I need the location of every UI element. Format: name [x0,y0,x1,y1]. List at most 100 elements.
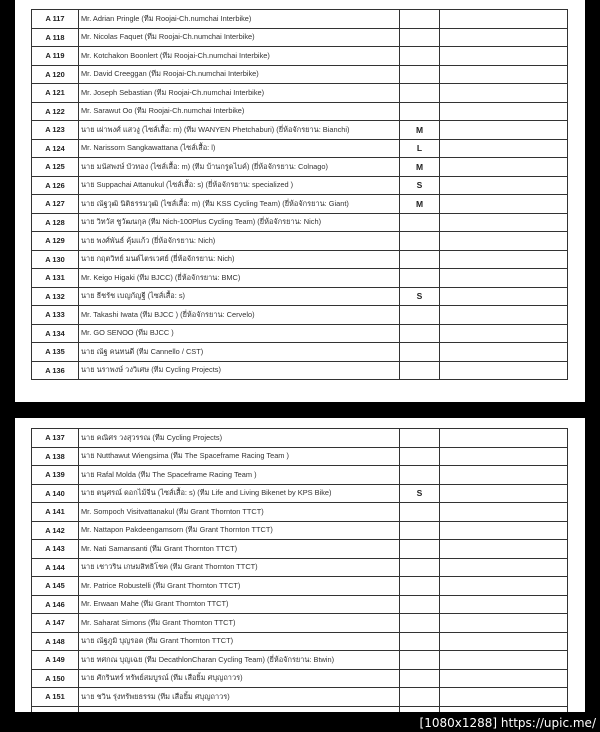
participant-name: นาย Nutthawut Wiengsima (ทีม The Spacefr… [78,446,400,466]
table-row: A 148 นาย ณัฐภูมิ บุญรอด (ทีม Grant Thorn… [31,631,568,651]
empty-cell [439,520,568,540]
empty-cell [439,539,568,559]
shirt-size [399,428,440,448]
table-row: A 124 Mr. Narissorn Sangkawattana (ไซส์เส… [31,138,568,158]
row-id: A 126 [31,175,79,195]
empty-cell [439,446,568,466]
row-id: A 127 [31,194,79,214]
upic-watermark: [1080x1288] https://upic.me/ [419,716,596,730]
participant-name: Mr. Adrian Pringle (ทีม Roojai-Ch.numcha… [78,9,400,29]
table-row: A 118 Mr. Nicolas Faquet (ทีม Roojai-Ch.n… [31,27,568,47]
participant-name: Mr. Keigo Higaki (ทีม BJCC) (ยี่ห้อจักรย… [78,268,400,288]
table-row: A 144 นาย เชาวริน เกษมสิทธิโชค (ทีม Grant… [31,557,568,577]
empty-cell [439,650,568,670]
empty-cell [439,138,568,158]
empty-cell [439,305,568,325]
shirt-size [399,342,440,362]
table-row: A 129 นาย พงศ์พันธ์ คุ้มแก้ว (ยี่ห้อจักรย… [31,231,568,251]
participant-name: นาย กฤตวิทย์ มนต์ไตรเวศย์ (ยี่ห้อจักรยาน… [78,249,400,269]
participant-name: นาย ชวิน รุ่งทรัพยธรรม (ทีม เสือยิ้ม ศบุ… [78,687,400,707]
table-row: A 140 นาย ตนุศรณ์ ดอกไม้จีน (ไซส์เสื้อ: s… [31,483,568,503]
participant-name: Mr. Sompoch Visitvattanakul (ทีม Grant T… [78,502,400,522]
shirt-size [399,502,440,522]
empty-cell [439,502,568,522]
table-row: A 117 Mr. Adrian Pringle (ทีม Roojai-Ch.n… [31,9,568,29]
table-row: A 123 นาย เผ่าพงศ์ แสวงู (ไซส์เสื้อ: m) (… [31,120,568,140]
shirt-size [399,27,440,47]
shirt-size [399,46,440,66]
table-row: A 121 Mr. Joseph Sebastian (ทีม Roojai-Ch… [31,83,568,103]
table-row: A 133 Mr. Takashi Iwata (ทีม BJCC ) (ยี่ห… [31,305,568,325]
shirt-size [399,268,440,288]
table-row: A 135 นาย ณัฐ คนทนดี (ทีม Cannello / CST) [31,342,568,362]
shirt-size: M [399,120,440,140]
table-row: A 132 นาย ธีชรัช เบญกัญฐี (ไซส์เสื้อ: s) S [31,286,568,306]
participant-name: Mr. GO SENOO (ทีม BJCC ) [78,323,400,343]
empty-cell [439,631,568,651]
shirt-size [399,101,440,121]
empty-cell [439,249,568,269]
row-id: A 136 [31,360,79,380]
participant-name: Mr. Saharat Simons (ทีม Grant Thornton T… [78,613,400,633]
shirt-size [399,705,440,712]
row-id: A 137 [31,428,79,448]
participant-table: A 137 นาย คณิศร วงสุวรรณ (ทีม Cycling Pro… [31,428,568,712]
table-row: A 151 นาย ชวิน รุ่งทรัพยธรรม (ทีม เสือยิ้… [31,687,568,707]
table-row: A 120 Mr. David Creeggan (ทีม Roojai-Ch.n… [31,64,568,84]
empty-cell [439,576,568,596]
row-id: A 141 [31,502,79,522]
row-id: A 132 [31,286,79,306]
participant-name: Mr. Nicolas Faquet (ทีม Roojai-Ch.numcha… [78,27,400,47]
participant-name: นาย ณัฐวุฒิ นิติธรรมวุฒิ (ไซส์เสื้อ: m) … [78,194,400,214]
row-id: A 134 [31,323,79,343]
row-id: A 146 [31,594,79,614]
document-page-2: A 137 นาย คณิศร วงสุวรรณ (ทีม Cycling Pro… [15,418,585,712]
row-id: A 145 [31,576,79,596]
document-page-1: A 117 Mr. Adrian Pringle (ทีม Roojai-Ch.n… [15,0,585,402]
row-id: A 150 [31,668,79,688]
table-row: A 150 นาย ศักรินทร์ ทรัพย์สมบูรณ์ (ทีม เส… [31,668,568,688]
empty-cell [439,157,568,177]
table-row: A 145 Mr. Patrice Robustelli (ทีม Grant T… [31,576,568,596]
participant-name: นาย ณัฐ คนทนดี (ทีม Cannello / CST) [78,342,400,362]
empty-cell [439,360,568,380]
table-row: A 119 Mr. Kotchakon Boonlert (ทีม Roojai-… [31,46,568,66]
row-id: A 143 [31,539,79,559]
table-row: A 125 นาย มนัสพงษ์ บัวทอง (ไซส์เสื้อ: m) … [31,157,568,177]
shirt-size [399,323,440,343]
table-row: A 122 Mr. Sarawut Oo (ทีม Roojai-Ch.numch… [31,101,568,121]
empty-cell [439,557,568,577]
row-id: A 135 [31,342,79,362]
empty-cell [439,27,568,47]
table-row: A 130 นาย กฤตวิทย์ มนต์ไตรเวศย์ (ยี่ห้อจั… [31,249,568,269]
table-row: A 146 Mr. Erwaan Mahe (ทีม Grant Thornton… [31,594,568,614]
row-id: A 133 [31,305,79,325]
row-id [31,705,79,712]
row-id: A 140 [31,483,79,503]
shirt-size: S [399,175,440,195]
table-row: A 147 Mr. Saharat Simons (ทีม Grant Thorn… [31,613,568,633]
participant-name: Mr. Patrice Robustelli (ทีม Grant Thornt… [78,576,400,596]
participant-name: นาย ณัฐภูมิ บุญรอด (ทีม Grant Thornton T… [78,631,400,651]
empty-cell [439,668,568,688]
empty-cell [439,687,568,707]
participant-table: A 117 Mr. Adrian Pringle (ทีม Roojai-Ch.n… [31,9,568,380]
participant-name: นาย ธีชรัช เบญกัญฐี (ไซส์เสื้อ: s) [78,286,400,306]
table-row: A 136 นาย นราพงษ์ วงวิเศษ (ทีม Cycling Pr… [31,360,568,380]
shirt-size [399,594,440,614]
participant-name [78,705,400,712]
shirt-size [399,446,440,466]
row-id: A 130 [31,249,79,269]
empty-cell [439,323,568,343]
empty-cell [439,705,568,712]
participant-name: นาย มนัสพงษ์ บัวทอง (ไซส์เสื้อ: m) (ทีม … [78,157,400,177]
row-id: A 128 [31,212,79,232]
shirt-size: S [399,286,440,306]
participant-name: นาย ตนุศรณ์ ดอกไม้จีน (ไซส์เสื้อ: s) (ที… [78,483,400,503]
participant-name: Mr. Joseph Sebastian (ทีม Roojai-Ch.numc… [78,83,400,103]
participant-name: Mr. Nati Samansanti (ทีม Grant Thornton … [78,539,400,559]
table-row: A 127 นาย ณัฐวุฒิ นิติธรรมวุฒิ (ไซส์เสื้อ… [31,194,568,214]
participant-name: Mr. Takashi Iwata (ทีม BJCC ) (ยี่ห้อจัก… [78,305,400,325]
table-row [31,705,568,712]
shirt-size [399,668,440,688]
